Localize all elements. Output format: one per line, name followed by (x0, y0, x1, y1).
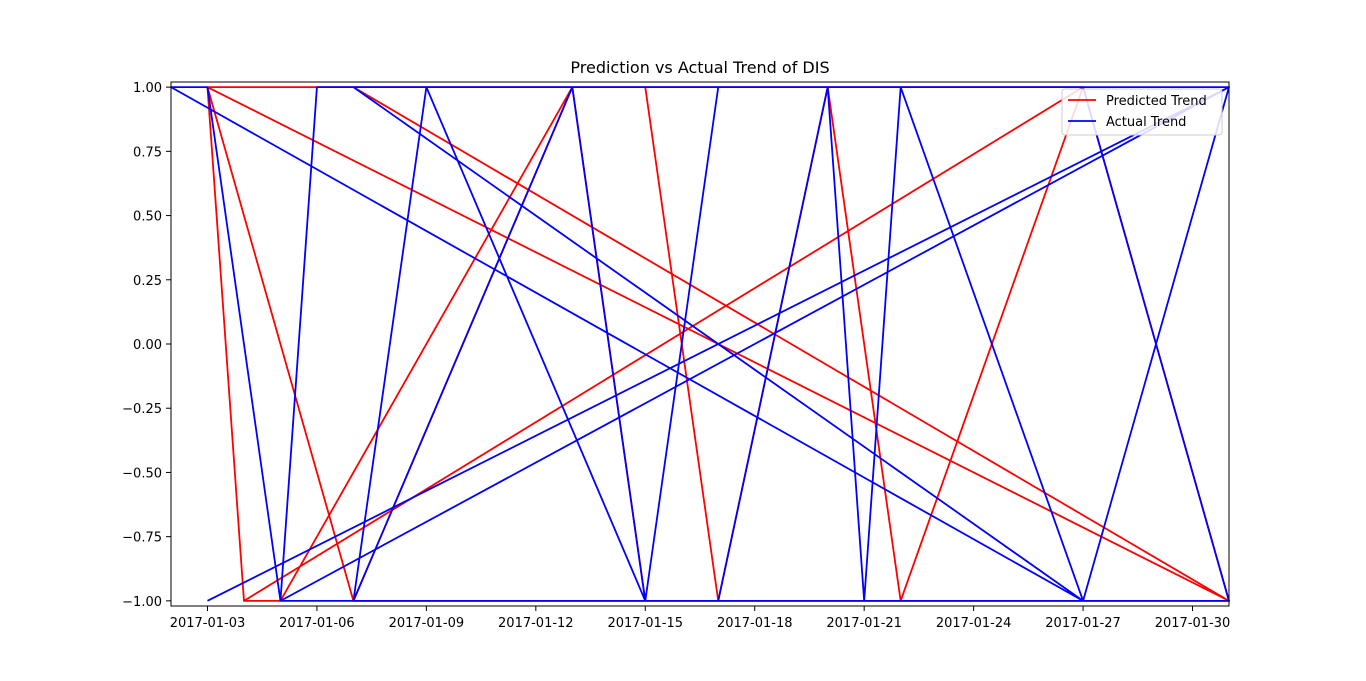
plot-background (171, 82, 1229, 606)
legend: Predicted Trend Actual Trend (1061, 88, 1223, 136)
x-tick-label: 2017-01-30 (1155, 616, 1231, 631)
x-tick-label: 2017-01-18 (717, 616, 793, 631)
x-tick-label: 2017-01-21 (826, 616, 902, 631)
plot-frame (170, 81, 1230, 607)
y-tick-label: −1.00 (122, 595, 162, 610)
x-tick-label: 2017-01-12 (498, 616, 574, 631)
legend-label-actual: Actual Trend (1106, 115, 1186, 130)
y-tick-label: −0.50 (122, 466, 162, 481)
y-tick-label: −0.75 (122, 531, 162, 546)
y-tick-label: 0.25 (133, 274, 162, 289)
x-tick-label: 2017-01-03 (170, 616, 246, 631)
chart-title: Prediction vs Actual Trend of DIS (570, 58, 829, 77)
y-tick-label: 0.50 (133, 210, 162, 225)
axis-layer: 2017-01-03 2017-01-06 2017-01-09 2017-01-12… (122, 81, 1230, 631)
legend-box (1061, 88, 1223, 136)
x-tick-label: 2017-01-24 (936, 616, 1012, 631)
x-tick-label: 2017-01-06 (279, 616, 355, 631)
x-tick-label: 2017-01-15 (607, 616, 683, 631)
legend-label-predicted: Predicted Trend (1106, 94, 1207, 109)
y-tick-label: 1.00 (133, 81, 162, 96)
y-tick-label: −0.25 (122, 402, 162, 417)
x-tick-label: 2017-01-09 (389, 616, 465, 631)
y-tick-label: 0.75 (133, 145, 162, 160)
plot-area (171, 82, 1229, 606)
y-tick-label: 0.00 (133, 338, 162, 353)
x-tick-label: 2017-01-27 (1045, 616, 1121, 631)
